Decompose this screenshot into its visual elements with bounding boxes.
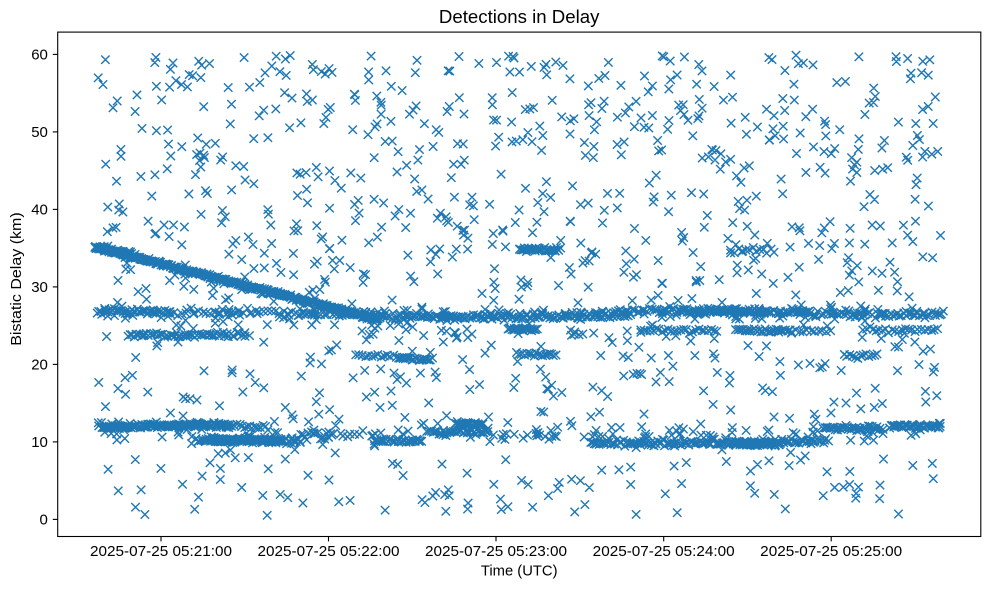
svg-text:2025-07-25 05:24:00: 2025-07-25 05:24:00 [593,543,735,560]
svg-text:2025-07-25 05:21:00: 2025-07-25 05:21:00 [90,543,232,560]
svg-text:10: 10 [31,434,48,451]
svg-text:40: 40 [31,202,48,219]
svg-text:0: 0 [40,512,48,529]
svg-text:Detections in Delay: Detections in Delay [439,6,600,27]
svg-text:20: 20 [31,357,48,374]
svg-text:2025-07-25 05:23:00: 2025-07-25 05:23:00 [425,543,567,560]
svg-text:Bistatic Delay (km): Bistatic Delay (km) [8,212,25,346]
svg-text:2025-07-25 05:25:00: 2025-07-25 05:25:00 [760,543,902,560]
svg-text:Time (UTC): Time (UTC) [481,563,558,580]
svg-text:2025-07-25 05:22:00: 2025-07-25 05:22:00 [258,543,400,560]
svg-text:30: 30 [31,279,48,296]
svg-text:60: 60 [31,47,48,64]
svg-text:50: 50 [31,124,48,141]
